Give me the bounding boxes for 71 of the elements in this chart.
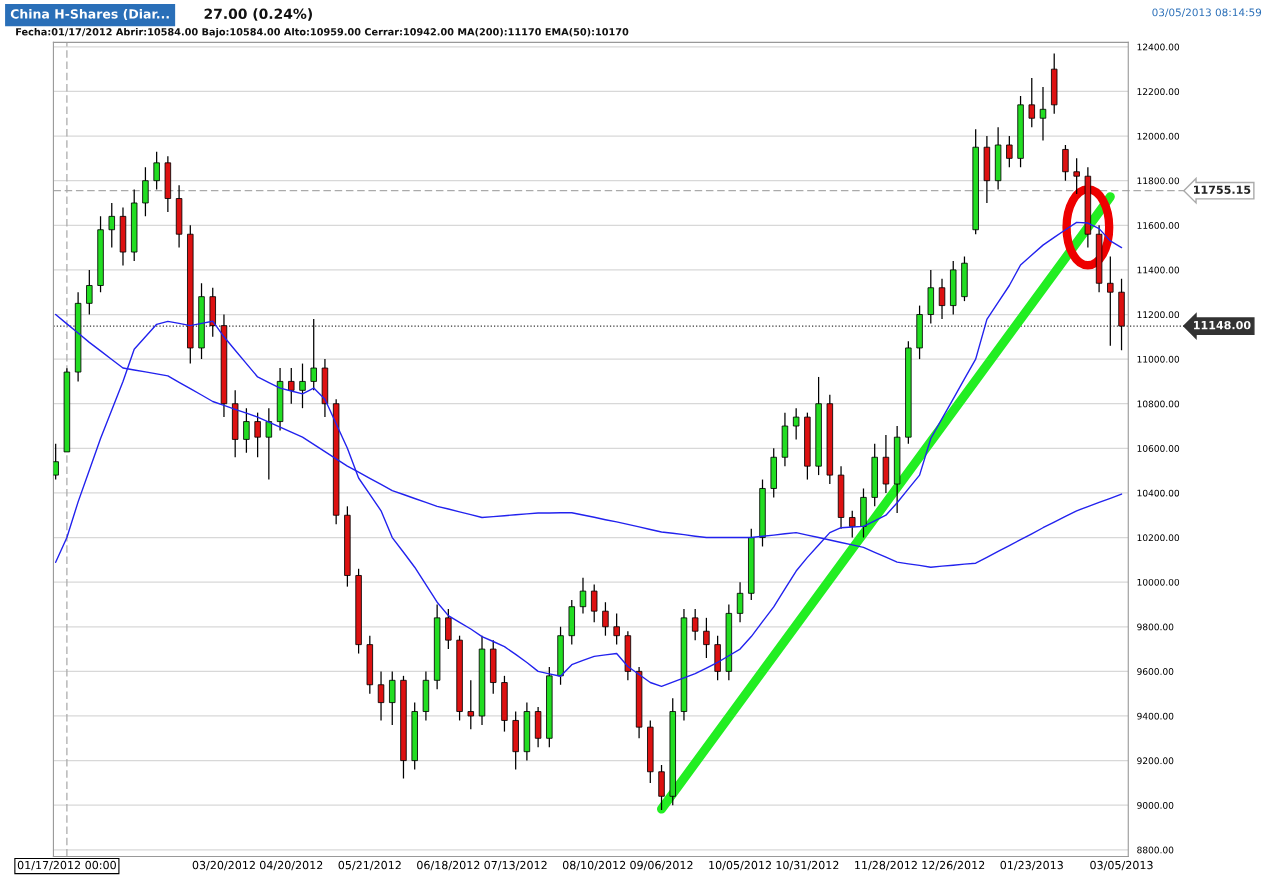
x-tick-label: 09/06/2012: [630, 860, 693, 871]
candlestick: [792, 407, 800, 441]
y-tick-label: 9000.00: [1137, 801, 1174, 809]
y-tick-label: 9600.00: [1137, 668, 1174, 675]
candlestick: [703, 617, 710, 659]
chart-title: China H-Shares (Diar...: [10, 8, 169, 21]
candlestick: [153, 151, 160, 191]
text: 03/05/2013 08:14:59: [1152, 8, 1262, 18]
candlestick: [1073, 157, 1080, 195]
x-tick-label: 01/17/2012 00:00: [17, 860, 116, 871]
y-tick-label: 10200.00: [1137, 534, 1180, 542]
candlestick: [310, 318, 317, 391]
candlestick: [445, 608, 452, 650]
x-tick-label: 04/20/2012: [259, 860, 323, 871]
y-tick-label: 12200.00: [1137, 88, 1180, 96]
candlestick: [1028, 77, 1035, 128]
candlestick: [142, 166, 149, 217]
y-tick-label: 11400.00: [1137, 266, 1180, 274]
y-tick-label: 8800.00: [1137, 846, 1174, 854]
ref-line-label: 11755.15: [1194, 185, 1251, 194]
candlestick: [265, 407, 273, 481]
y-tick-label: 10800.00: [1137, 400, 1180, 408]
x-tick-label: 12/26/2012: [922, 860, 985, 871]
candlestick: [691, 608, 699, 641]
candlestick: [1062, 144, 1069, 182]
candlestick: [1107, 255, 1114, 347]
candlestick: [579, 577, 587, 615]
y-tick-label: 9800.00: [1137, 623, 1174, 631]
x-tick-label: 05/21/2012: [338, 860, 401, 871]
candlestick: [254, 412, 261, 458]
candlestick: [590, 583, 598, 623]
candlestick: [288, 367, 295, 405]
candlestick: [377, 670, 385, 722]
candlestick: [389, 670, 396, 726]
text: Fecha:01/17/2012 Abrir:10584.00 Bajo:10584.00 Alto:10959.00 Cerrar:10942.00 MA(200):11170 EMA(50):10170: [16, 27, 629, 38]
y-tick-label: 9400.00: [1137, 712, 1174, 720]
y-tick-label: 10000.00: [1137, 578, 1180, 586]
candlestick: [243, 407, 250, 454]
candlestick: [938, 278, 946, 320]
x-tick-label: 06/18/2012: [417, 860, 480, 871]
x-tick-label: 03/05/2013: [1090, 860, 1153, 871]
candlestick: [86, 269, 93, 316]
y-tick-label: 10400.00: [1137, 489, 1180, 497]
x-tick-label: 03/20/2012: [192, 860, 255, 871]
candlestick: [849, 510, 856, 539]
candlestick: [299, 362, 306, 409]
candlestick: [736, 581, 744, 623]
candlestick: [602, 601, 609, 637]
chart-subtitle: 27.00 (0.24%): [204, 8, 312, 21]
y-tick-label: 12000.00: [1137, 132, 1180, 140]
y-tick-label: 11000.00: [1137, 355, 1180, 363]
candlestick: [467, 679, 475, 730]
y-tick-label: 10600.00: [1137, 445, 1180, 452]
y-tick-label: 11600.00: [1137, 222, 1180, 229]
line-series: [54, 221, 1123, 688]
candlestick: [53, 443, 59, 481]
candlestick: [613, 612, 620, 646]
candlestick: [1039, 86, 1047, 142]
x-tick-label: 01/23/2013: [1000, 860, 1063, 871]
y-tick-label: 11800.00: [1137, 177, 1180, 185]
ref-line-label: 11148.00: [1194, 320, 1251, 330]
y-tick-label: 11200.00: [1137, 311, 1180, 319]
y-tick-label: 12400.00: [1137, 43, 1180, 51]
x-tick-label: 11/28/2012: [855, 860, 917, 871]
x-tick-label: 10/05/2012: [709, 860, 771, 871]
x-tick-label: 07/13/2012: [484, 860, 547, 871]
x-tick-label: 10/31/2012: [776, 860, 839, 871]
y-tick-label: 9200.00: [1137, 757, 1174, 765]
candlestick: [108, 202, 115, 249]
candlestick: [1006, 135, 1013, 168]
x-tick-label: 08/10/2012: [562, 860, 626, 871]
